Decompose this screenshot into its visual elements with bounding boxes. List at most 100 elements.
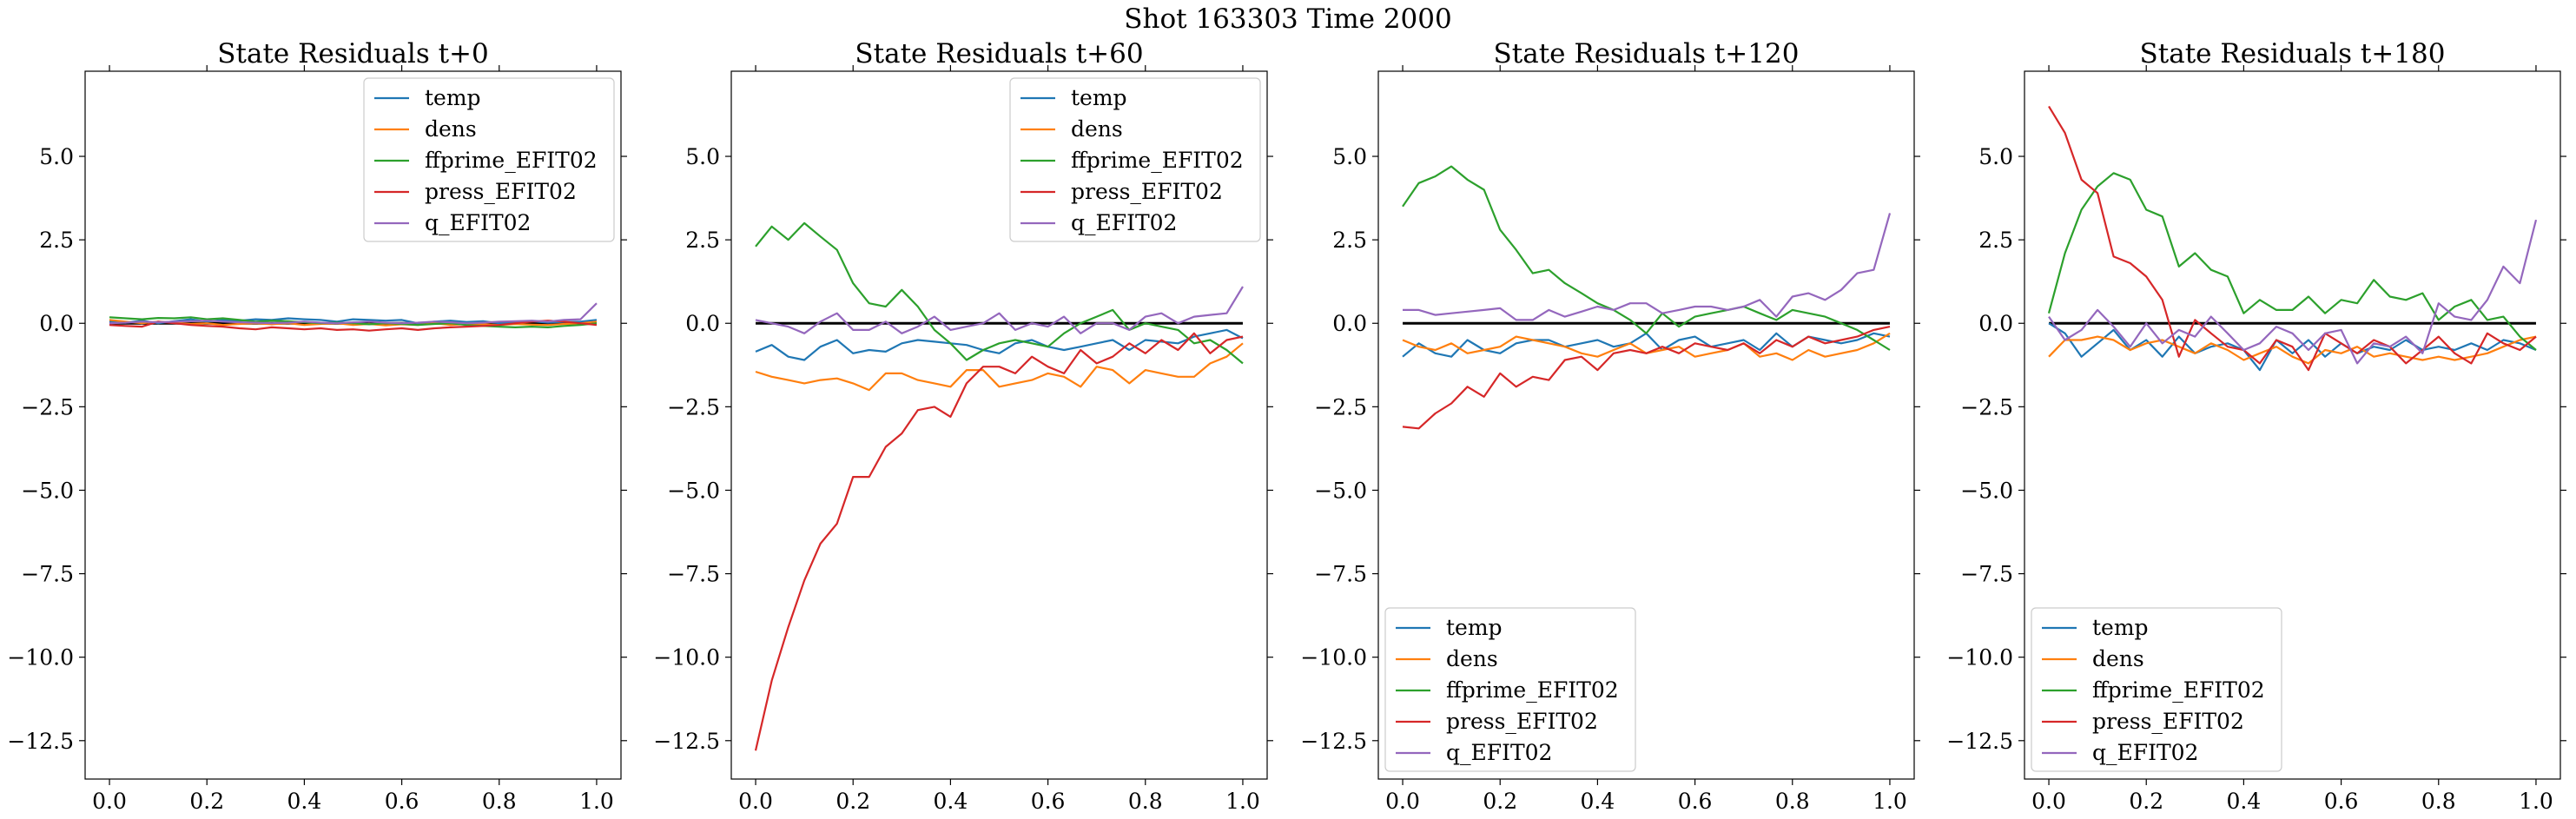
x-tick-label: 0.2 <box>189 789 224 814</box>
legend-label: q_EFIT02 <box>1446 740 1552 765</box>
y-tick-label: −5.0 <box>21 478 74 503</box>
x-tick-label: 0.8 <box>482 789 517 814</box>
series-line-dens <box>755 342 1244 392</box>
y-tick-label: −12.5 <box>653 729 720 754</box>
legend-label: temp <box>1446 615 1503 640</box>
y-tick-label: 0.0 <box>1978 311 2013 336</box>
x-tick-label: 1.0 <box>2519 789 2553 814</box>
y-tick-label: −7.5 <box>667 562 720 587</box>
subplot-title: State Residuals t+0 <box>217 38 488 69</box>
x-tick-label: 0.2 <box>1483 789 1517 814</box>
y-tick-label: 2.5 <box>39 228 74 253</box>
x-tick-label: 0.8 <box>2421 789 2456 814</box>
x-tick-label: 0.6 <box>1678 789 1713 814</box>
legend: temp dens ffprime_EFIT02 press_EFIT02 q_EFIT… <box>2031 607 2282 772</box>
legend-label: q_EFIT02 <box>2092 740 2198 765</box>
series-line-q_EFIT02 <box>1403 213 1892 321</box>
x-tick-label: 0.0 <box>738 789 773 814</box>
figure-suptitle: Shot 163303 Time 2000 <box>1124 3 1451 35</box>
subplot-2: State Residuals t+60 0.0 0.2 0.4 0.6 0.8 1.0 5.… <box>653 38 1273 814</box>
legend-label: dens <box>1446 646 1498 671</box>
legend-label: temp <box>2092 615 2149 640</box>
y-tick-label: −5.0 <box>1960 478 2013 503</box>
legend-label: ffprime_EFIT02 <box>1071 148 1244 173</box>
y-tick-label: 5.0 <box>685 144 720 169</box>
y-tick-label: 0.0 <box>39 311 74 336</box>
x-tick-label: 1.0 <box>1225 789 1260 814</box>
x-tick-label: 0.2 <box>2129 789 2163 814</box>
y-tick-label: 0.0 <box>685 311 720 336</box>
series-line-press_EFIT02 <box>109 320 598 332</box>
y-tick-label: −7.5 <box>1960 562 2013 587</box>
y-tick-label: −10.0 <box>653 645 720 670</box>
series-line-q_EFIT02 <box>755 286 1244 334</box>
x-tick-label: 1.0 <box>1873 789 1907 814</box>
x-tick-label: 0.0 <box>92 789 127 814</box>
x-tick-label: 0.4 <box>2227 789 2262 814</box>
y-tick-label: −7.5 <box>21 562 74 587</box>
legend-label: dens <box>2092 646 2144 671</box>
y-tick-label: 2.5 <box>1978 228 2013 253</box>
series-line-press_EFIT02 <box>2048 105 2537 372</box>
legend-label: temp <box>425 85 481 110</box>
legend-label: ffprime_EFIT02 <box>425 148 598 173</box>
y-tick-label: −2.5 <box>1960 394 2013 419</box>
legend-label: ffprime_EFIT02 <box>1446 677 1619 703</box>
series-line-press_EFIT02 <box>754 332 1244 751</box>
axes-frame <box>1377 70 1915 780</box>
axes-frame <box>2024 70 2561 780</box>
x-tick-label: 0.8 <box>1775 789 1810 814</box>
legend-box <box>1384 607 1636 772</box>
y-tick-label: −12.5 <box>7 729 74 754</box>
y-tick-label: −12.5 <box>1300 729 1367 754</box>
legend-label: press_EFIT02 <box>2092 709 2244 734</box>
y-tick-label: −5.0 <box>1314 478 1367 503</box>
x-tick-label: 0.0 <box>2031 789 2066 814</box>
series-line-ffprime_EFIT02 <box>2047 172 2537 351</box>
y-tick-label: −2.5 <box>1314 394 1367 419</box>
y-tick-label: −10.0 <box>1946 645 2013 670</box>
y-tick-label: 2.5 <box>685 228 720 253</box>
legend-label: dens <box>1071 116 1123 142</box>
x-tick-label: 1.0 <box>579 789 614 814</box>
x-tick-label: 0.2 <box>836 789 870 814</box>
axes-frame <box>84 70 622 780</box>
subplots: State Residuals t+0 0.0 0.2 0.4 0.6 0.8 1.0 5.0… <box>7 38 2566 814</box>
series-line-ffprime_EFIT02 <box>1402 165 1891 351</box>
legend: temp dens ffprime_EFIT02 press_EFIT02 q_EFIT… <box>1384 607 1636 772</box>
legend-label: press_EFIT02 <box>1071 179 1223 204</box>
x-tick-label: 0.8 <box>1128 789 1163 814</box>
x-tick-label: 0.4 <box>1581 789 1615 814</box>
x-tick-label: 0.4 <box>287 789 322 814</box>
legend-label: ffprime_EFIT02 <box>2092 677 2265 703</box>
legend-box <box>2031 607 2282 772</box>
legend-label: press_EFIT02 <box>1446 709 1598 734</box>
x-tick-label: 0.0 <box>1385 789 1420 814</box>
subplot-3: State Residuals t+120 0.0 0.2 0.4 0.6 0.8 1.0 5… <box>1300 38 1920 814</box>
y-tick-label: 0.0 <box>1332 311 1367 336</box>
legend: temp dens ffprime_EFIT02 press_EFIT02 q_EFIT… <box>363 77 615 242</box>
series-line-q_EFIT02 <box>2048 219 2538 365</box>
x-tick-label: 0.6 <box>1031 789 1066 814</box>
x-tick-label: 0.6 <box>385 789 419 814</box>
legend-label: q_EFIT02 <box>425 210 531 235</box>
subplot-title: State Residuals t+60 <box>855 38 1143 69</box>
y-tick-label: 5.0 <box>1978 144 2013 169</box>
legend-box <box>1009 77 1261 242</box>
y-tick-label: 2.5 <box>1332 228 1367 253</box>
series-line-q_EFIT02 <box>109 302 598 325</box>
y-tick-label: −2.5 <box>667 394 720 419</box>
y-tick-label: −5.0 <box>667 478 720 503</box>
series-line-temp <box>755 328 1244 361</box>
axes-frame <box>730 70 1268 780</box>
legend-label: q_EFIT02 <box>1071 210 1177 235</box>
x-tick-label: 0.4 <box>934 789 968 814</box>
y-tick-label: −2.5 <box>21 394 74 419</box>
series-line-dens <box>2048 335 2537 365</box>
y-tick-label: 5.0 <box>39 144 74 169</box>
legend-label: dens <box>425 116 477 142</box>
subplot-title: State Residuals t+120 <box>1494 38 1800 69</box>
legend-box <box>363 77 615 242</box>
subplot-title: State Residuals t+180 <box>2140 38 2446 69</box>
